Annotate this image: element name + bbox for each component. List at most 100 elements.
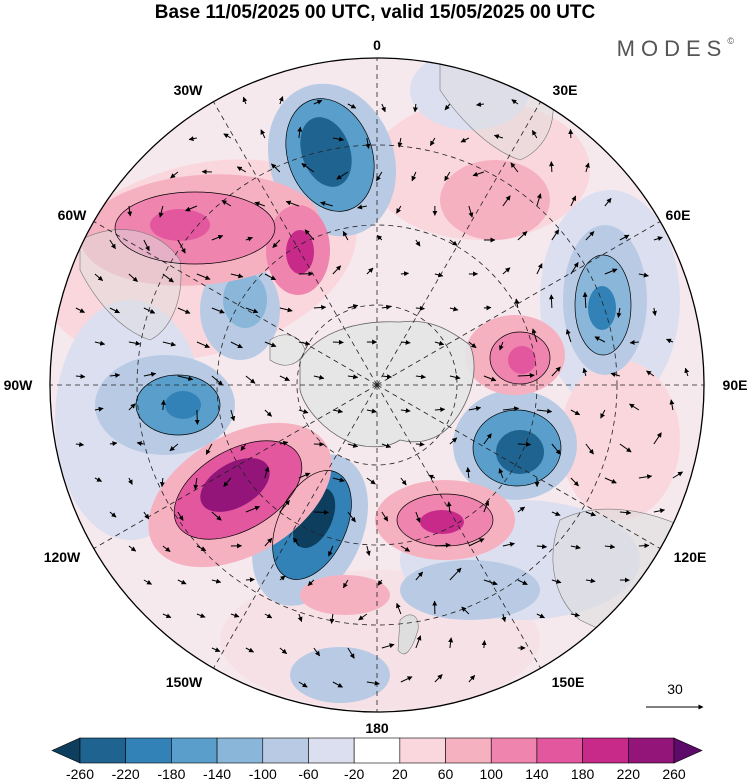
wind-arrow xyxy=(434,674,443,683)
wind-arrow xyxy=(646,370,655,377)
wind-arrow xyxy=(143,239,150,252)
wind-arrow xyxy=(483,375,497,382)
wind-arrow xyxy=(188,136,197,142)
colorbar-tick-label: -100 xyxy=(249,766,277,782)
colorbar-tick-label: 180 xyxy=(571,766,595,782)
colorbar-segment xyxy=(262,737,309,764)
wind-arrow xyxy=(211,234,224,241)
wind-arrow xyxy=(177,239,186,254)
wind-arrow xyxy=(549,161,555,173)
wind-arrow xyxy=(245,577,255,583)
wind-arrow xyxy=(498,468,504,479)
wind-arrow xyxy=(381,643,395,649)
wind-arrow xyxy=(653,432,662,445)
colorbar-tick-label: 260 xyxy=(662,766,686,782)
wind-arrow xyxy=(196,341,210,348)
wind-arrow xyxy=(481,640,487,649)
wind-arrow xyxy=(517,441,532,447)
wind-arrow xyxy=(638,543,650,549)
wind-arrow xyxy=(684,367,690,377)
wind-arrow xyxy=(652,307,657,316)
label-60e: 60E xyxy=(666,207,691,223)
wind-arrow xyxy=(245,647,255,653)
wind-arrow xyxy=(245,505,261,513)
wind-arrow xyxy=(279,307,293,313)
wind-arrow xyxy=(185,205,198,212)
wind-arrow xyxy=(94,477,103,482)
wind-arrow xyxy=(415,441,425,447)
wind-arrow xyxy=(483,579,498,586)
colorbar-segment xyxy=(490,737,538,764)
wind-arrow xyxy=(313,374,325,380)
wind-arrow xyxy=(297,613,303,623)
meridian-line xyxy=(376,384,661,549)
wind-arrow xyxy=(279,647,288,655)
wind-arrow xyxy=(159,477,165,488)
colorbar-tick-label: 60 xyxy=(438,766,454,782)
wind-arrow xyxy=(381,443,392,449)
wind-arrow xyxy=(400,339,411,345)
wind-arrow xyxy=(434,340,445,346)
wind-arrow xyxy=(264,273,277,281)
wind-arrow xyxy=(499,341,504,351)
meridian-line xyxy=(93,384,378,549)
wind-arrow xyxy=(313,647,321,657)
wind-arrow xyxy=(211,578,222,584)
wind-arrow xyxy=(449,306,459,312)
wind-arrow xyxy=(448,637,454,649)
wind-arrow xyxy=(468,538,485,547)
wind-arrow xyxy=(211,511,222,521)
wind-arrow xyxy=(278,96,284,105)
colorbar-segment xyxy=(125,737,172,764)
wind-arrow xyxy=(242,96,248,105)
colorbar-tick-label: -140 xyxy=(203,766,231,782)
wind-arrow xyxy=(230,409,236,422)
wind-arrow xyxy=(347,103,357,109)
colorbar xyxy=(51,737,703,764)
wind-arrow xyxy=(211,375,223,386)
reference-vector-label: 30 xyxy=(667,681,683,697)
wind-arrow xyxy=(551,229,560,241)
wind-arrow xyxy=(501,613,507,623)
wind-arrow xyxy=(570,477,579,487)
wind-arrow xyxy=(109,239,116,250)
wind-arrow xyxy=(347,304,359,309)
anomaly-field xyxy=(50,58,704,712)
wind-arrow xyxy=(400,477,407,486)
wind-arrow xyxy=(285,200,300,207)
wind-arrow xyxy=(279,575,286,581)
wind-arrow xyxy=(240,443,247,451)
wind-arrow xyxy=(128,545,137,552)
wind-arrow xyxy=(298,409,309,414)
modes-logo: MODES© xyxy=(617,36,734,62)
wind-arrow xyxy=(342,579,349,589)
wind-arrow xyxy=(584,162,590,173)
wind-arrow xyxy=(548,294,554,309)
wind-arrow xyxy=(177,375,194,381)
wind-arrow xyxy=(230,341,243,349)
wind-arrow xyxy=(75,307,85,313)
wind-arrow xyxy=(381,374,392,380)
wind-arrow xyxy=(415,374,426,380)
wind-arrow xyxy=(638,474,653,480)
wind-arrow xyxy=(221,200,232,207)
label-120e: 120E xyxy=(674,549,707,565)
wind-arrow xyxy=(449,567,462,581)
wind-arrow xyxy=(468,406,482,411)
label-150w: 150W xyxy=(166,674,203,690)
wind-arrow xyxy=(230,612,240,618)
label-90w: 90W xyxy=(4,377,34,393)
wind-arrow xyxy=(502,267,511,275)
wind-arrow xyxy=(377,579,383,586)
wind-arrow xyxy=(376,234,383,241)
wind-arrow xyxy=(446,501,452,513)
wind-arrow xyxy=(616,307,622,319)
wind-arrow xyxy=(468,341,477,349)
colorbar-tick-label: 140 xyxy=(525,766,549,782)
wind-arrow xyxy=(517,231,528,241)
wind-vectors xyxy=(75,96,690,688)
wind-arrow xyxy=(483,433,492,445)
wind-arrow xyxy=(511,99,519,105)
wind-arrow xyxy=(400,271,410,277)
wind-arrow xyxy=(332,265,342,275)
